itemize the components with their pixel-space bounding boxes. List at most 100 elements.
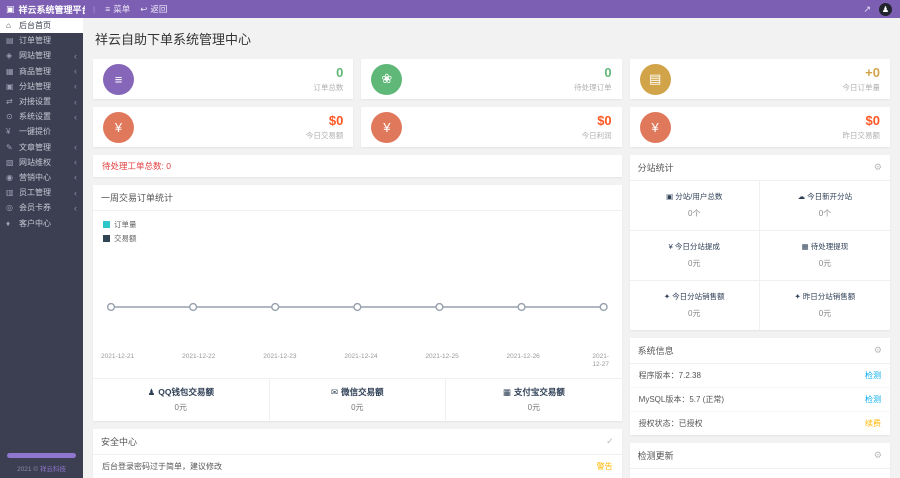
sidebar-item-staff[interactable]: ▥ 员工管理 ‹ — [6, 187, 77, 198]
stat-card-orders-pending: ❀ 0 待处理订单 — [361, 59, 622, 99]
branch-panel-title: 分站统计 — [637, 163, 674, 173]
sidebar-footer-bar[interactable] — [7, 453, 76, 458]
membercard-icon: ◎ — [6, 203, 13, 213]
topbar-nav: | ≡ 菜单 ↩ 返回 — [85, 3, 167, 15]
home-icon: ⌂ — [6, 21, 11, 31]
site-icon: ◈ — [6, 51, 13, 61]
topbar-right: ↗ ♟ — [863, 2, 900, 16]
wechat-value: 0元 — [351, 402, 364, 412]
marketing-icon: ◉ — [6, 172, 13, 182]
system-panel-title: 系统信息 — [637, 346, 674, 356]
goods-icon: ▦ — [6, 66, 14, 76]
chevron-icon: ‹ — [74, 202, 77, 213]
sidebar-item-branch[interactable]: ▣ 分站管理 ‹ — [6, 81, 77, 92]
chart-x-axis-labels: 2021-12-21 2021-12-22 2021-12-23 2021-12… — [101, 353, 609, 369]
security-item: 后台登录密码过于简单，建议修改 警告 — [93, 455, 622, 478]
settings-icon: ⊙ — [6, 112, 13, 122]
sidebar: ⌂ 后台首页 ▤ 订单管理 ◈ 网站管理 ‹ ▦ 商品管理 ‹ ▣ 分站管理 ‹… — [0, 18, 83, 478]
chevron-icon: ‹ — [74, 172, 77, 183]
legend-item-orders[interactable]: 订单量 — [103, 219, 612, 230]
stat-label: 今日利润 — [581, 130, 612, 140]
external-link-icon[interactable]: ↗ — [863, 3, 871, 14]
alipay-icon: ▦ — [502, 386, 511, 397]
chart-title: 一周交易订单统计 — [101, 193, 174, 203]
chevron-icon: ‹ — [74, 96, 77, 107]
sidebar-item-pricing[interactable]: ¥ 一键提价 — [6, 127, 51, 137]
rights-icon: ▧ — [6, 157, 14, 167]
gear-icon[interactable]: ⚙ — [873, 345, 882, 355]
qq-icon: ♟ — [147, 386, 156, 397]
pending-tickets-notice[interactable]: 待处理工单总数: 0 — [93, 155, 622, 177]
stat-card-trade-yesterday: ¥ $0 昨日交易额 — [629, 107, 890, 147]
page-title: 祥云自助下单系统管理中心 — [95, 32, 252, 47]
stat-card-orders-total: ≡ 0 订单总数 — [93, 59, 354, 99]
chevron-icon: ‹ — [74, 157, 77, 168]
branch-cell-sales-yesterday: ✦ 昨日分站销售额 0元 — [794, 292, 856, 318]
sidebar-item-marketing[interactable]: ◉ 营销中心 ‹ — [6, 172, 77, 183]
alipay-value: 0元 — [527, 402, 541, 412]
stat-value: $0 — [597, 112, 612, 128]
stat-label: 昨日交易额 — [842, 130, 881, 140]
sitemap-icon: ▣ — [666, 192, 674, 201]
legend-swatch-trade — [103, 235, 110, 242]
stat-label: 今日交易额 — [305, 130, 344, 140]
back-button[interactable]: ↩ 返回 — [140, 3, 168, 15]
gear-icon[interactable]: ⚙ — [873, 450, 882, 460]
sidebar-item-docking[interactable]: ⇄ 对接设置 ‹ — [6, 96, 77, 107]
legend-item-trade[interactable]: 交易额 — [103, 233, 612, 244]
stat-value: 0 — [604, 64, 612, 80]
app-title: 祥云系统管理平台 — [18, 4, 85, 15]
branch-cell-sales-today: ✦ 今日分站销售额 0元 — [630, 281, 760, 330]
stat-card-trade-today: ¥ $0 今日交易额 — [93, 107, 354, 147]
stat-label: 待处理订单 — [574, 82, 612, 92]
orders-icon: ▤ — [6, 36, 14, 46]
sidebar-item-orders[interactable]: ▤ 订单管理 — [6, 36, 51, 46]
chevron-icon: ‹ — [74, 66, 77, 77]
stat-cards: ≡ 0 订单总数 ❀ 0 待处理订单 ▤ +0 今日订单量 — [93, 59, 890, 147]
sidebar-item-rights[interactable]: ▧ 网站维权 ‹ — [6, 157, 77, 168]
qq-wallet-summary: ♟ QQ钱包交易额 0元 — [93, 379, 269, 421]
update-panel-header: 检测更新 ⚙ — [629, 443, 890, 469]
gear-icon[interactable]: ⚙ — [873, 162, 882, 172]
app-logo[interactable]: ▣ 祥云系统管理平台 — [0, 3, 85, 16]
topbar: ▣ 祥云系统管理平台 | ≡ 菜单 ↩ 返回 ↗ ♟ — [0, 0, 900, 18]
nav-divider: | — [93, 4, 96, 14]
branch-stats-panel: 分站统计 ⚙ ▣ 分站/用户总数 0个 ☁ 今日新开分站 0个 ¥ — [629, 155, 890, 330]
chevron-icon: ‹ — [74, 142, 77, 153]
check-version-button[interactable]: 检测 — [865, 371, 881, 380]
yen-icon: ¥ — [6, 127, 11, 137]
menu-toggle[interactable]: ≡ 菜单 — [105, 4, 131, 14]
copyright: 2021 © 祥云科技 — [17, 466, 66, 473]
stat-value: +0 — [865, 64, 880, 80]
sidebar-item-customer[interactable]: ♦ 客户中心 — [6, 218, 51, 228]
sidebar-item-membercard[interactable]: ◎ 会员卡券 ‹ — [6, 202, 77, 213]
wechat-icon: ✉ — [331, 386, 339, 397]
wechat-summary: ✉ 微信交易额 0元 — [268, 378, 446, 421]
qq-wallet-value: 0元 — [174, 402, 187, 412]
sidebar-item-articles[interactable]: ✎ 文章管理 ‹ — [6, 142, 77, 153]
chevron-icon: ‹ — [74, 187, 77, 198]
chevron-icon: ‹ — [74, 50, 77, 61]
stat-label: 今日订单量 — [842, 82, 881, 92]
main-content: 祥云自助下单系统管理中心 ≡ 0 订单总数 ❀ 0 待处理订单 ▤ + — [83, 18, 900, 478]
warning-tag[interactable]: 警告 — [596, 461, 613, 471]
article-icon: ✎ — [6, 142, 13, 152]
branch-cell-withdraw: ▦ 待处理提现 0元 — [759, 231, 890, 281]
branch-panel-header: 分站统计 ⚙ — [629, 155, 890, 181]
stat-value: $0 — [865, 112, 880, 128]
payment-summary-row: ♟ QQ钱包交易额 0元 ✉ 微信交易额 0元 ▦ 支付宝交易 — [93, 377, 622, 421]
sidebar-item-system[interactable]: ⊙ 系统设置 ‹ — [6, 111, 77, 122]
right-column: 分站统计 ⚙ ▣ 分站/用户总数 0个 ☁ 今日新开分站 0个 ¥ — [629, 155, 890, 478]
renew-license-button[interactable]: 续费 — [865, 419, 881, 428]
check-mysql-button[interactable]: 检测 — [865, 395, 881, 404]
update-status-row: 请稍等，正在检测是否更新中… ↻ — [630, 469, 890, 478]
sidebar-item-goods[interactable]: ▦ 商品管理 ‹ — [6, 66, 77, 77]
sidebar-item-home[interactable]: ⌂ 后台首页 — [0, 18, 83, 34]
stat-card-orders-today: ▤ +0 今日订单量 — [629, 59, 890, 99]
cloud-icon: ☁ — [797, 192, 806, 201]
user-avatar[interactable]: ♟ — [879, 2, 892, 16]
security-center-card: 安全中心 ✓ 后台登录密码过于简单，建议修改 警告 MySQL版本过低，建议升级… — [93, 428, 622, 478]
sidebar-item-site[interactable]: ◈ 网站管理 ‹ — [6, 50, 77, 61]
money-icon: ✦ — [794, 292, 801, 301]
